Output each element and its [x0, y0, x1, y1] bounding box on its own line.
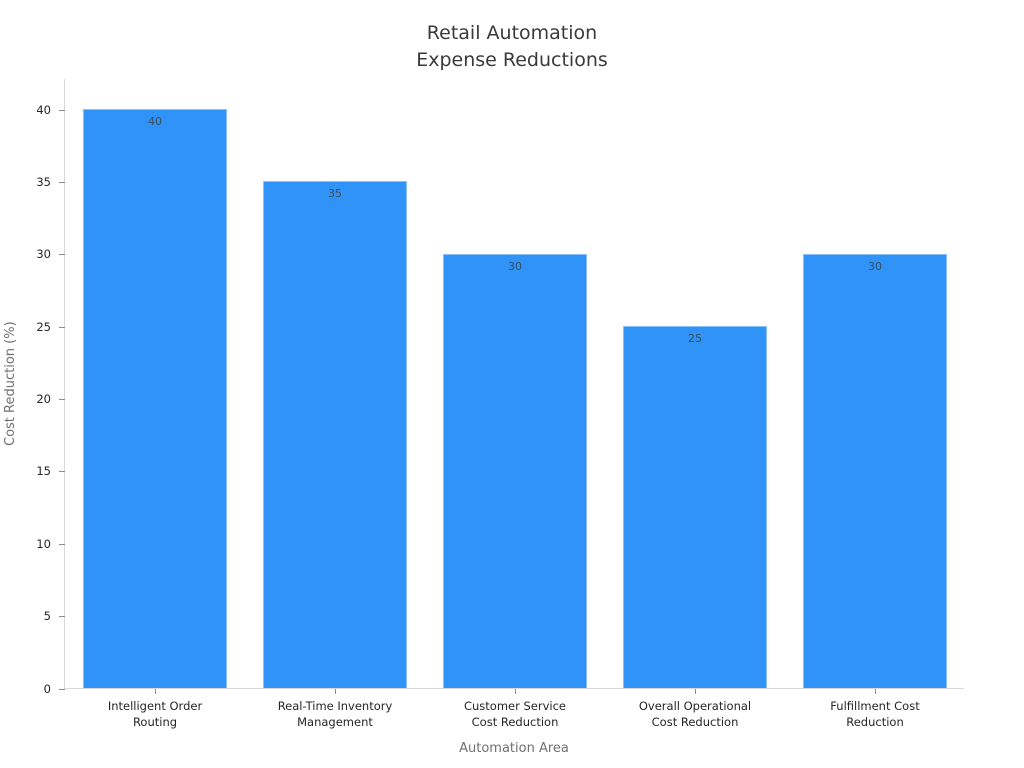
bar — [83, 109, 227, 688]
x-tick-mark — [154, 689, 156, 694]
bar — [623, 326, 767, 688]
y-tick-label: 0 — [43, 681, 51, 696]
bar-value-label: 35 — [328, 187, 342, 201]
y-tick-label: 10 — [36, 536, 51, 551]
x-tick-mark — [514, 689, 516, 694]
bar — [263, 181, 407, 688]
y-tick-label: 5 — [43, 609, 51, 624]
y-tick-label: 25 — [36, 319, 51, 334]
y-tick-mark — [59, 471, 65, 473]
bar-value-label: 40 — [148, 115, 162, 128]
chart-title: Retail Automation Expense Reductions — [416, 22, 608, 71]
x-category-label: Customer Service Cost Reduction — [463, 699, 567, 729]
y-tick-mark — [59, 616, 65, 618]
plot-area: 0 5 10 15 20 25 30 35 40 40 Intelligent Order Rout… — [36, 79, 964, 729]
y-tick-label: 15 — [36, 464, 51, 479]
x-category-label: Fulfillment Cost Reduction — [830, 699, 920, 729]
bar-value-label: 30 — [868, 259, 882, 273]
y-tick-mark — [59, 254, 65, 256]
x-category-label: Real-Time Inventory Management — [277, 699, 393, 729]
y-tick-mark — [59, 399, 65, 400]
y-tick-mark — [59, 181, 65, 183]
y-tick-mark — [59, 109, 65, 111]
x-tick-mark — [334, 689, 336, 694]
bar-value-label: 30 — [508, 259, 522, 273]
x-axis-title: Automation Area — [459, 741, 569, 756]
bar-value-label: 25 — [688, 332, 702, 346]
y-axis-title: Cost Reduction (%) — [3, 321, 18, 447]
y-tick-mark — [59, 326, 65, 328]
x-category-label: Overall Operational Cost Reduction — [638, 699, 752, 729]
y-tick-label: 20 — [36, 392, 51, 406]
y-tick-label: 35 — [36, 174, 51, 189]
x-tick-mark — [874, 689, 876, 694]
x-category-label: Intelligent Order Routing — [107, 699, 203, 729]
y-tick-mark — [59, 543, 65, 545]
y-tick-label: 40 — [36, 102, 51, 117]
y-tick-mark — [59, 688, 65, 690]
bar — [803, 253, 947, 688]
x-tick-mark — [694, 689, 696, 694]
y-tick-label: 30 — [36, 247, 51, 262]
bar — [443, 253, 587, 688]
